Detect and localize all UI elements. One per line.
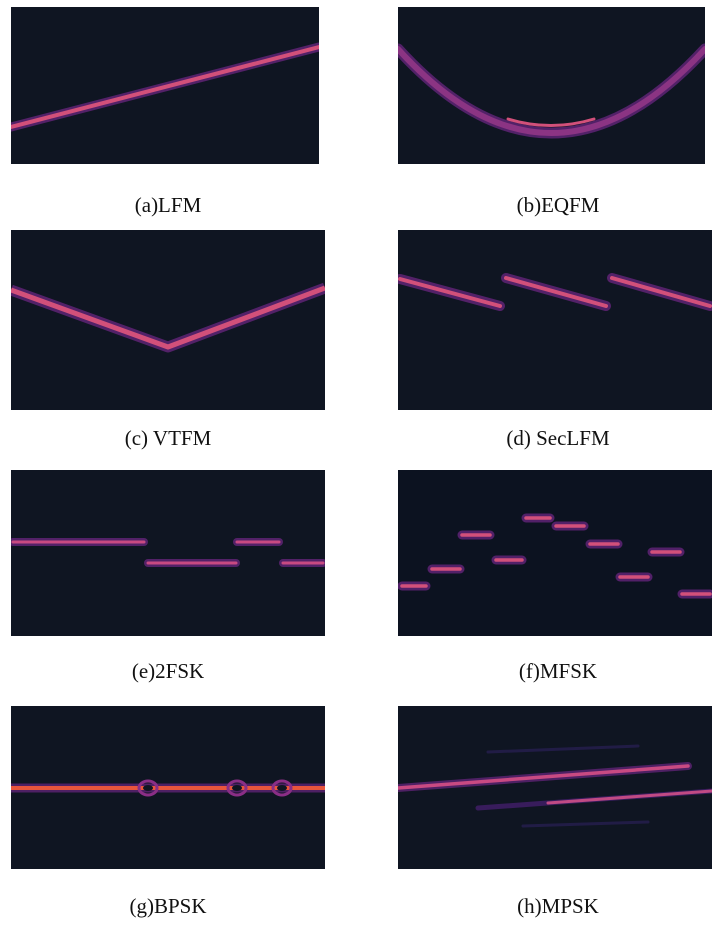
bpsk-spectrogram	[11, 706, 325, 869]
lfm-spectrogram	[11, 7, 319, 164]
eqfm-spectrogram	[398, 7, 705, 164]
mpsk-spectrogram	[398, 706, 712, 869]
caption-mpsk: (h)MPSK	[517, 894, 599, 918]
vtfm-spectrogram	[11, 230, 325, 410]
caption-bpsk: (g)BPSK	[129, 894, 207, 918]
seclfm-spectrogram	[398, 230, 712, 410]
caption-vtfm: (c) VTFM	[124, 426, 212, 450]
caption-2fsk: (e)2FSK	[131, 659, 205, 683]
mfsk-spectrogram	[398, 470, 712, 636]
caption-lfm: (a)LFM	[134, 193, 202, 217]
caption-mfsk: (f)MFSK	[518, 659, 598, 683]
fsk2-spectrogram	[11, 470, 325, 636]
caption-seclfm: (d) SecLFM	[506, 426, 610, 450]
caption-eqfm: (b)EQFM	[516, 193, 600, 217]
